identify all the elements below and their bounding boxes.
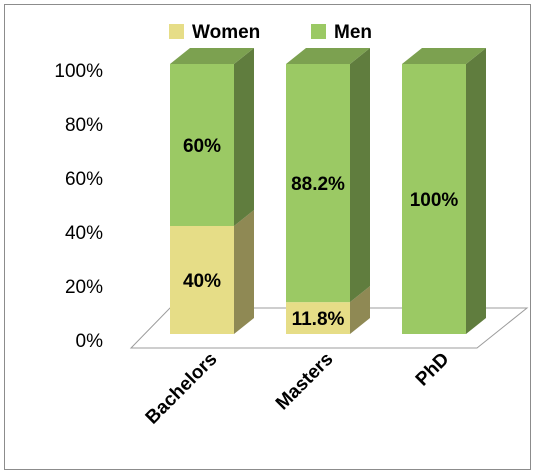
legend-label-women: Women [192, 22, 260, 43]
data-label-men-phd: 100% [410, 190, 459, 211]
bar-men-masters [286, 64, 350, 303]
legend-swatch-women [169, 24, 184, 39]
data-label-women-masters: 11.8% [292, 309, 345, 330]
legend-label-men: Men [334, 22, 372, 43]
data-label-men-masters: 88.2% [291, 174, 345, 195]
x-category-label: Masters [272, 349, 338, 415]
y-tick-label: 60% [65, 169, 103, 190]
bar-men-bachelors [170, 64, 234, 226]
bar-side-men-bachelors [234, 48, 254, 226]
bar-top-phd [402, 48, 486, 64]
data-label-men-bachelors: 60% [183, 136, 221, 157]
data-label-women-bachelors: 40% [183, 271, 221, 292]
bar-top-masters [286, 48, 370, 64]
bar-top-bachelors [170, 48, 254, 64]
chart-floor [129, 307, 529, 349]
y-tick-label: 20% [65, 277, 103, 298]
bar-women-masters [286, 302, 350, 334]
bar-side-men-masters [350, 48, 370, 303]
bar-women-bachelors [170, 226, 234, 334]
bar-side-women-bachelors [234, 210, 254, 334]
x-category-label: Bachelors [142, 349, 222, 429]
legend-swatch-men [311, 24, 326, 39]
y-tick-label: 80% [65, 115, 103, 136]
bar-side-men-phd [466, 48, 486, 334]
bar-men-phd [402, 64, 466, 334]
y-tick-label: 100% [54, 61, 103, 82]
y-tick-label: 40% [65, 223, 103, 244]
x-category-label: PhD [412, 349, 454, 391]
y-tick-label: 0% [76, 331, 104, 352]
bar-side-women-masters [350, 286, 370, 334]
